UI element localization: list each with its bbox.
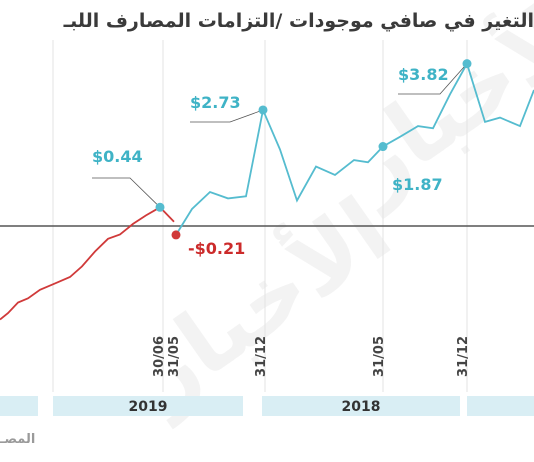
annotation-label-0: $0.44 xyxy=(92,147,143,166)
x-tick-label-2: 31/12 xyxy=(254,336,269,377)
annotation-label-3: $1.87 xyxy=(392,175,443,194)
series-line-positive xyxy=(175,61,534,236)
x-tick-label-3: 31/05 xyxy=(372,336,387,377)
x-tick-label-0: 30/06 xyxy=(152,336,167,377)
annotation-point-0 xyxy=(155,202,165,212)
year-band-label-2: 2018 xyxy=(342,399,381,415)
year-band-0 xyxy=(0,396,38,416)
year-band-1 xyxy=(53,396,243,416)
annotation-leader-0 xyxy=(92,177,161,208)
year-band-2 xyxy=(262,396,460,416)
annotation-point-3 xyxy=(378,142,388,152)
chart-title: التغير في صافي موجودات /التزامات المصارف… xyxy=(63,10,534,32)
annotation-label-1: -$0.21 xyxy=(188,239,245,258)
year-band-3 xyxy=(467,396,534,416)
series-line-negative xyxy=(0,206,175,321)
annotation-point-2 xyxy=(258,105,268,115)
annotation-leader-4 xyxy=(398,63,468,95)
annotation-label-2: $2.73 xyxy=(190,93,241,112)
annotation-label-4: $3.82 xyxy=(398,65,449,84)
annotation-point-4 xyxy=(462,59,472,69)
x-tick-label-4: 31/12 xyxy=(456,336,471,377)
annotation-point-1 xyxy=(171,230,181,240)
year-band-label-1: 2019 xyxy=(129,399,168,415)
x-tick-label-1: 31/05 xyxy=(167,336,182,377)
annotation-leader-2 xyxy=(190,109,264,123)
source-label: المصـ xyxy=(0,432,36,447)
